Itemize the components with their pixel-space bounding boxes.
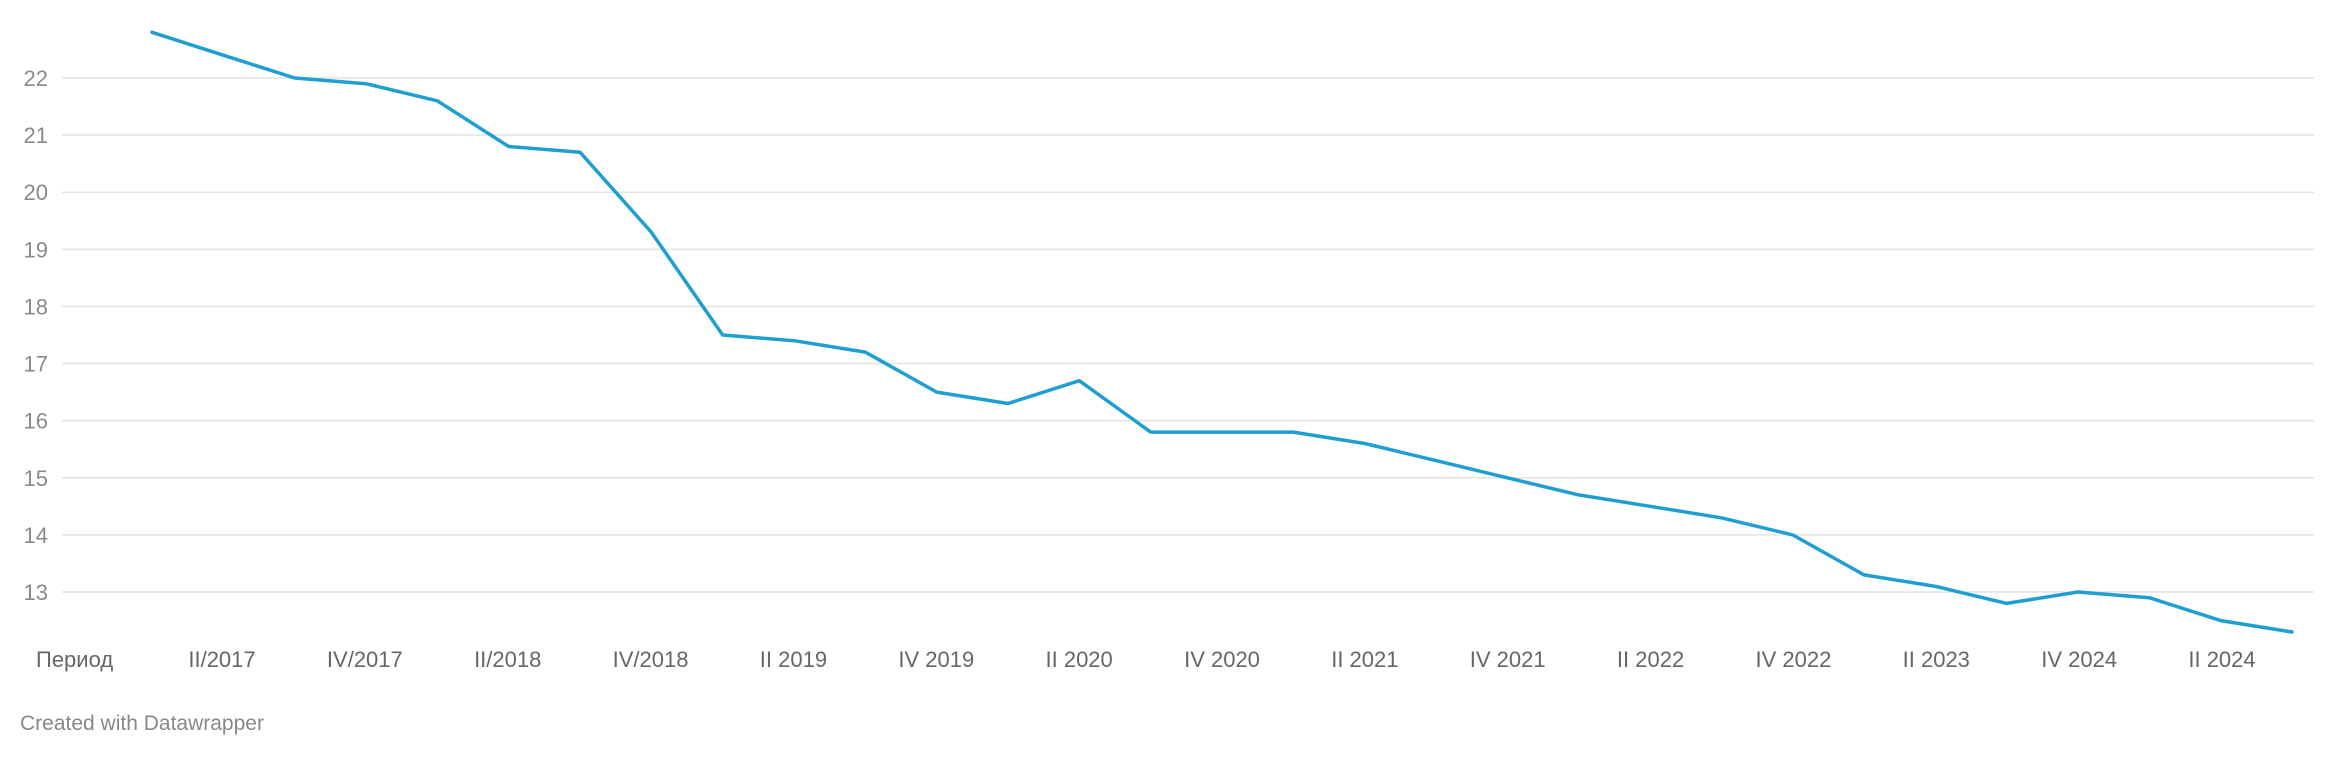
data-point (1220, 430, 1224, 434)
data-point (2148, 596, 2151, 599)
data-point (1149, 430, 1152, 434)
data-point (935, 390, 938, 394)
y-axis-ticks: 13 14 15 16 17 18 19 20 21 22 (24, 66, 48, 605)
x-tick-label: II/2018 (474, 647, 541, 672)
y-tick-label: 14 (24, 523, 48, 548)
x-tick-label: IV 2022 (1756, 647, 1832, 672)
data-point (2005, 602, 2008, 605)
x-tick-label: II 2020 (1046, 647, 1113, 672)
x-axis-label: Период (36, 647, 113, 672)
data-point (578, 151, 582, 154)
data-point (1434, 459, 1438, 462)
data-point (436, 99, 439, 103)
x-tick-label: II 2023 (1903, 647, 1970, 672)
credit-text: Created with Datawrapper (20, 712, 264, 735)
data-point (864, 350, 867, 354)
data-point (1934, 585, 1937, 588)
data-point (364, 82, 368, 85)
y-tick-label: 15 (24, 466, 48, 491)
x-tick-label: IV 2021 (1470, 647, 1546, 672)
data-point (1363, 442, 1366, 445)
data-point (721, 333, 724, 337)
x-axis-ticks: II/2017 IV/2017 II/2018 IV/2018 II 2019 IV 20… (188, 647, 2255, 672)
y-tick-label: 16 (24, 409, 48, 434)
data-point (1006, 402, 1010, 405)
y-tick-label: 21 (24, 123, 48, 148)
y-tick-label: 20 (24, 180, 48, 205)
y-tick-label: 13 (24, 580, 48, 605)
series-group (150, 30, 2294, 634)
grid-lines (62, 77, 2314, 593)
data-point (1292, 430, 1295, 434)
x-tick-label: IV 2020 (1184, 647, 1260, 672)
data-point (150, 31, 154, 34)
data-point (650, 231, 653, 234)
x-tick-label: II 2019 (760, 647, 827, 672)
data-point (507, 145, 510, 148)
y-tick-label: 18 (24, 294, 48, 319)
data-point (1577, 493, 1580, 497)
x-tick-label: II/2017 (188, 647, 255, 672)
data-point (222, 54, 225, 57)
x-tick-label: II 2021 (1331, 647, 1398, 672)
data-point (1506, 476, 1509, 479)
data-point (1078, 379, 1081, 382)
x-tick-label: II 2024 (2188, 647, 2255, 672)
data-point (1862, 573, 1866, 577)
data-point (2219, 619, 2222, 622)
x-tick-label: IV 2019 (898, 647, 974, 672)
data-point (2290, 630, 2294, 634)
x-tick-label: IV/2018 (613, 647, 689, 672)
x-tick-label: II 2022 (1617, 647, 1684, 672)
data-point (293, 76, 296, 80)
y-tick-label: 19 (24, 237, 48, 262)
x-tick-label: IV 2024 (2041, 647, 2117, 672)
series-line (150, 30, 2294, 634)
data-point (1791, 533, 1794, 537)
data-point (1648, 505, 1652, 508)
y-tick-label: 17 (24, 352, 48, 377)
x-tick-label: IV/2017 (327, 647, 403, 672)
y-tick-label: 22 (24, 66, 48, 91)
data-point (2076, 590, 2080, 594)
data-point (792, 339, 796, 342)
data-point (1720, 516, 1723, 519)
